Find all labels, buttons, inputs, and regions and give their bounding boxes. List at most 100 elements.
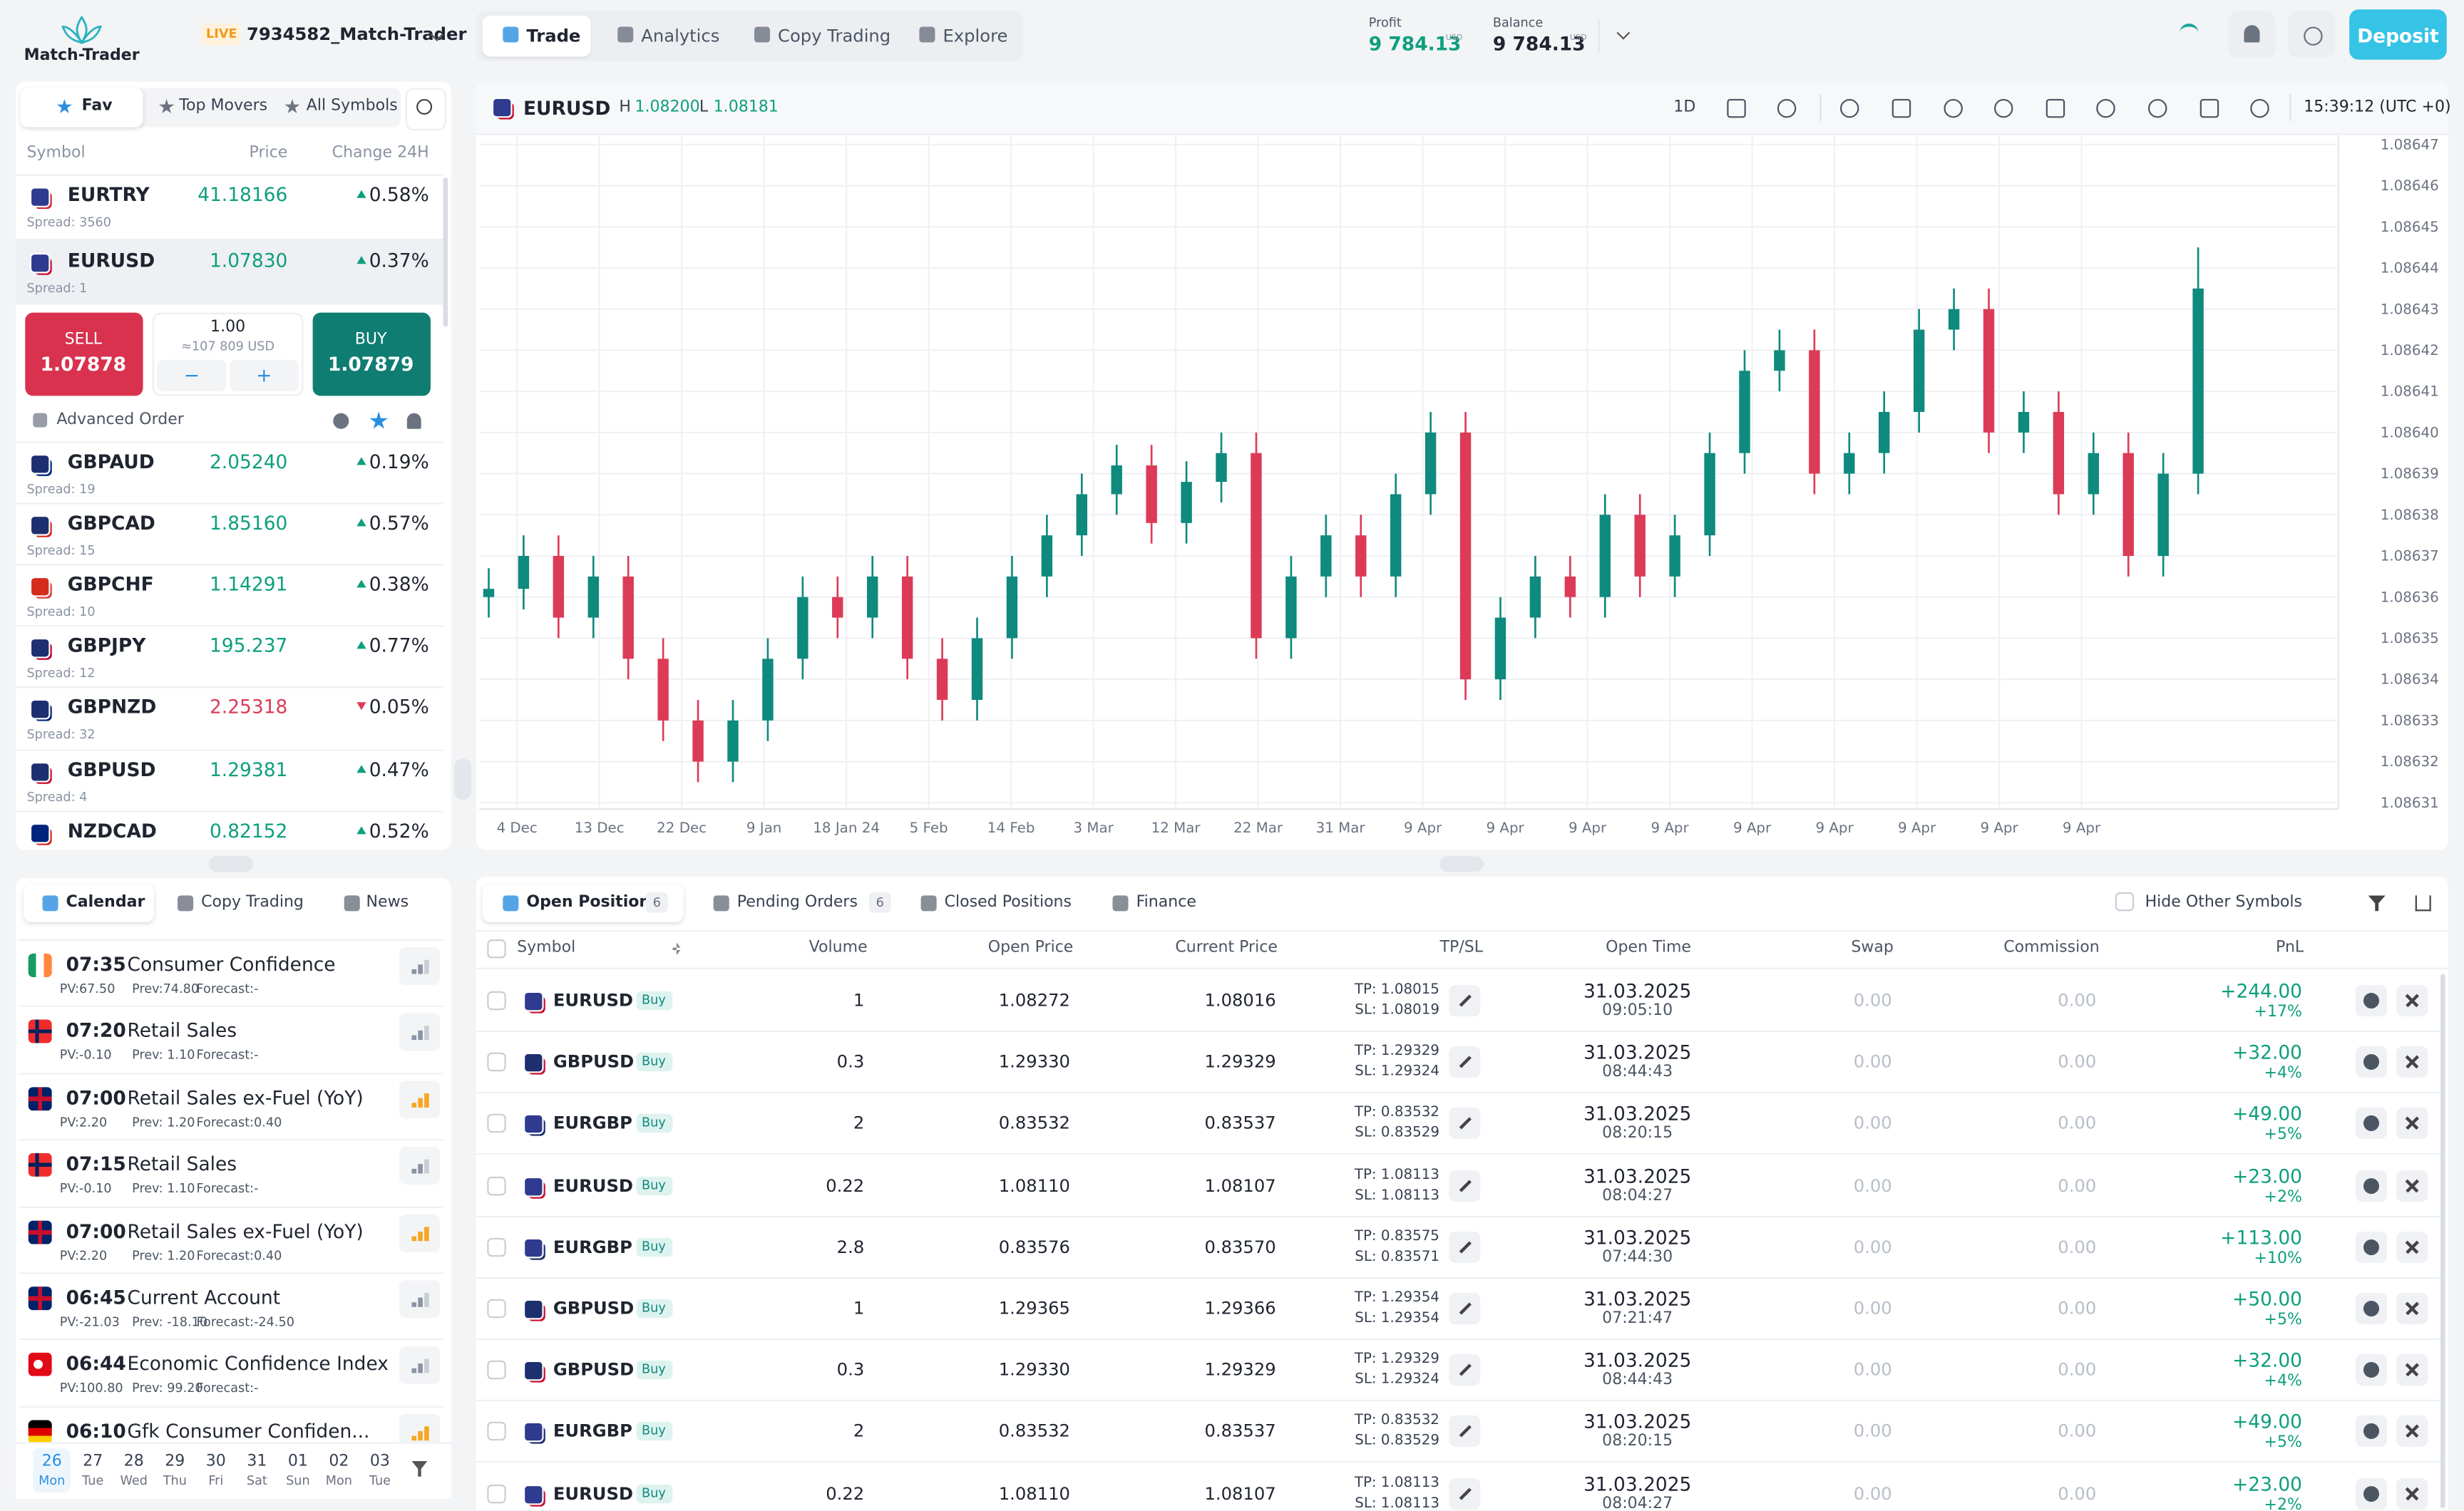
checkbox[interactable] xyxy=(487,991,506,1011)
day-name[interactable]: Sat xyxy=(246,1473,267,1488)
resize-handle[interactable] xyxy=(209,856,253,872)
nav-tab[interactable]: Explore xyxy=(943,26,1008,47)
toolbar-icon[interactable] xyxy=(1727,98,1746,118)
toolbar-icon[interactable] xyxy=(2148,98,2167,118)
calendar-tab[interactable]: News xyxy=(366,894,409,912)
day-name[interactable]: Mon xyxy=(38,1473,66,1488)
event-name[interactable]: Gfk Consumer Confiden... xyxy=(127,1420,370,1442)
symbol[interactable]: EURGBP xyxy=(553,1113,632,1135)
chevron[interactable] xyxy=(1616,26,1631,40)
symbol[interactable]: EURUSD xyxy=(553,1482,634,1504)
checkbox[interactable] xyxy=(487,1114,506,1134)
minus-label[interactable]: − xyxy=(183,364,200,387)
toolbar-icon[interactable] xyxy=(1944,98,1963,118)
symbol[interactable]: EURUSD xyxy=(553,990,634,1011)
symbol[interactable]: GBPNZD xyxy=(67,696,157,718)
toolbar-icon[interactable] xyxy=(1840,98,1859,118)
sell-button[interactable] xyxy=(25,312,143,396)
checkbox[interactable] xyxy=(2115,892,2135,912)
day-name[interactable]: Tue xyxy=(82,1473,104,1488)
checkbox[interactable] xyxy=(487,1361,506,1380)
event-name[interactable]: Retail Sales xyxy=(127,1020,237,1043)
chart-symbol[interactable]: EURUSD xyxy=(523,97,611,120)
toolbar-icon[interactable] xyxy=(2045,98,2065,118)
checkbox[interactable] xyxy=(487,939,506,959)
checkbox[interactable] xyxy=(487,1422,506,1442)
plus-button[interactable] xyxy=(229,359,299,391)
toolbar-icon[interactable] xyxy=(1777,98,1797,118)
nav-tab[interactable]: Analytics xyxy=(641,26,720,47)
checkbox[interactable] xyxy=(487,1053,506,1072)
volume[interactable]: 1.00 xyxy=(210,319,246,336)
symbol[interactable]: GBPCHF xyxy=(67,573,154,596)
symbol[interactable]: EURTRY xyxy=(67,183,150,206)
symbol[interactable]: NZDCAD xyxy=(67,820,157,842)
positions-tab[interactable]: Closed Positions xyxy=(944,894,1072,912)
day-number[interactable]: 02 xyxy=(329,1453,349,1471)
symbol[interactable]: GBPUSD xyxy=(553,1360,635,1381)
symbol[interactable]: GBPJPY xyxy=(67,634,146,657)
toolbar-icon[interactable] xyxy=(1994,98,2013,118)
toolbar-icon[interactable] xyxy=(2096,98,2115,118)
buy-label[interactable]: BUY xyxy=(354,331,387,349)
day-name[interactable]: Fri xyxy=(208,1473,224,1488)
symbol[interactable]: GBPUSD xyxy=(553,1298,635,1319)
symbol[interactable]: GBPUSD xyxy=(67,758,156,781)
sell-price[interactable]: 1.07878 xyxy=(40,353,127,376)
symbol[interactable]: EURGBP xyxy=(553,1421,632,1443)
collapse-handle[interactable] xyxy=(453,758,472,800)
day-number[interactable]: 30 xyxy=(205,1453,226,1471)
day-name[interactable]: Thu xyxy=(163,1473,187,1488)
checkbox[interactable] xyxy=(487,1175,506,1195)
timeframe[interactable]: 1D xyxy=(1673,98,1696,117)
info-icon[interactable] xyxy=(333,413,349,429)
buy-button[interactable] xyxy=(312,312,431,396)
day-number[interactable]: 03 xyxy=(369,1453,390,1471)
symbol[interactable]: EURGBP xyxy=(553,1237,632,1257)
day-name[interactable]: Wed xyxy=(120,1473,148,1488)
event-name[interactable]: Retail Sales ex-Fuel (YoY) xyxy=(127,1219,364,1242)
minus-button[interactable] xyxy=(157,359,227,391)
positions-tab[interactable]: Finance xyxy=(1136,894,1196,912)
hide-other-symbols[interactable]: Hide Other Symbols xyxy=(2145,894,2303,912)
toolbar-icon[interactable] xyxy=(1891,98,1911,118)
symbol[interactable]: GBPUSD xyxy=(553,1052,635,1073)
nav-tab[interactable]: Trade xyxy=(526,26,581,47)
plus-label[interactable]: + xyxy=(256,364,272,387)
watchlist-tab[interactable]: All Symbols xyxy=(306,97,398,115)
day-name[interactable]: Tue xyxy=(369,1473,391,1488)
day-number[interactable]: 26 xyxy=(41,1453,62,1471)
event-name[interactable]: Retail Sales xyxy=(127,1153,237,1176)
checkbox[interactable] xyxy=(487,1237,506,1257)
positions-tab[interactable]: Pending Orders xyxy=(736,894,858,912)
day-number[interactable]: 29 xyxy=(165,1453,185,1471)
account-name[interactable]: 7934582_Match-Trader xyxy=(247,24,467,45)
checkbox[interactable] xyxy=(487,1483,506,1503)
sell-label[interactable]: SELL xyxy=(64,331,103,349)
event-name[interactable]: Economic Confidence Index xyxy=(127,1353,389,1376)
calendar-tab[interactable]: Calendar xyxy=(66,894,145,912)
deposit-label[interactable]: Deposit xyxy=(2357,25,2439,48)
watchlist-tab[interactable]: Top Movers xyxy=(179,97,268,115)
advanced-order[interactable]: Advanced Order xyxy=(56,411,184,429)
checkbox[interactable] xyxy=(487,1299,506,1319)
nav-tab[interactable]: Copy Trading xyxy=(778,26,891,47)
day-name[interactable]: Mon xyxy=(325,1473,352,1488)
event-name[interactable]: Consumer Confidence xyxy=(127,953,336,976)
symbol[interactable]: EURUSD xyxy=(553,1175,634,1196)
toolbar-icon[interactable] xyxy=(2199,98,2219,118)
event-name[interactable]: Retail Sales ex-Fuel (YoY) xyxy=(127,1086,364,1109)
day-number[interactable]: 01 xyxy=(287,1453,308,1471)
resize-handle[interactable] xyxy=(1439,856,1484,872)
day-name[interactable]: Sun xyxy=(286,1473,310,1488)
positions-tab[interactable]: Open Positions xyxy=(526,894,660,912)
symbol[interactable]: GBPCAD xyxy=(67,512,155,535)
deposit-button[interactable] xyxy=(2349,9,2447,60)
bell-icon[interactable] xyxy=(406,413,421,429)
day-number[interactable]: 28 xyxy=(123,1453,144,1471)
toolbar-icon[interactable] xyxy=(2250,98,2269,118)
calendar-tab[interactable]: Copy Trading xyxy=(201,894,304,912)
symbol[interactable]: EURUSD xyxy=(67,249,155,272)
download-icon[interactable] xyxy=(2415,895,2431,912)
day-number[interactable]: 31 xyxy=(247,1453,267,1471)
